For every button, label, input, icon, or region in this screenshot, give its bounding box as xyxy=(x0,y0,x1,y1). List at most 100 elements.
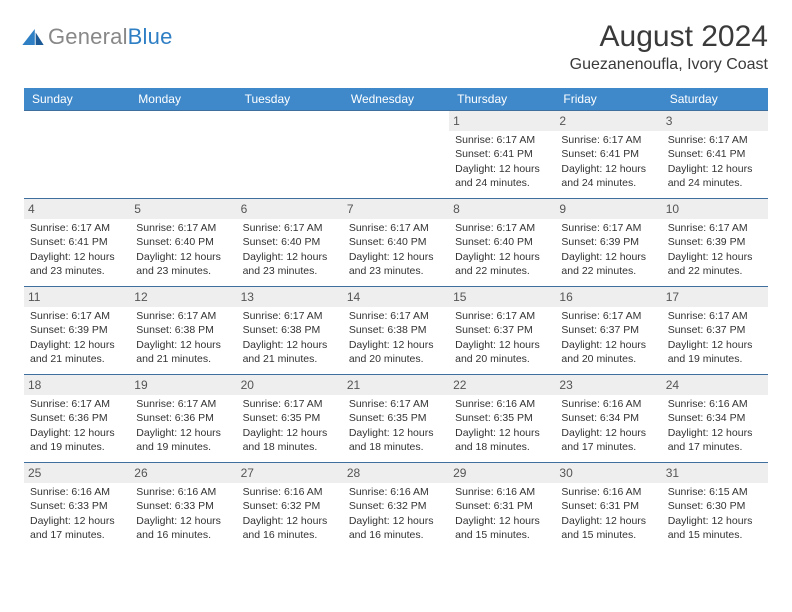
detail-line: Daylight: 12 hours xyxy=(243,426,337,440)
day-details: Sunrise: 6:17 AMSunset: 6:36 PMDaylight:… xyxy=(134,397,232,454)
day-details: Sunrise: 6:17 AMSunset: 6:35 PMDaylight:… xyxy=(241,397,339,454)
calendar-cell: 2Sunrise: 6:17 AMSunset: 6:41 PMDaylight… xyxy=(555,111,661,199)
detail-line: and 21 minutes. xyxy=(136,352,230,366)
calendar-cell: 28Sunrise: 6:16 AMSunset: 6:32 PMDayligh… xyxy=(343,463,449,555)
day-header: Tuesday xyxy=(237,88,343,111)
calendar-cell: 25Sunrise: 6:16 AMSunset: 6:33 PMDayligh… xyxy=(24,463,130,555)
detail-line: and 18 minutes. xyxy=(349,440,443,454)
calendar-row: 18Sunrise: 6:17 AMSunset: 6:36 PMDayligh… xyxy=(24,375,768,463)
title-block: August 2024 Guezanenoufla, Ivory Coast xyxy=(570,20,768,74)
day-details: Sunrise: 6:17 AMSunset: 6:37 PMDaylight:… xyxy=(559,309,657,366)
calendar-row: 11Sunrise: 6:17 AMSunset: 6:39 PMDayligh… xyxy=(24,287,768,375)
detail-line: Sunset: 6:39 PM xyxy=(668,235,762,249)
day-details: Sunrise: 6:17 AMSunset: 6:38 PMDaylight:… xyxy=(241,309,339,366)
detail-line: Daylight: 12 hours xyxy=(668,514,762,528)
day-number: 7 xyxy=(343,199,449,219)
detail-line: Sunset: 6:37 PM xyxy=(668,323,762,337)
detail-line: and 21 minutes. xyxy=(30,352,124,366)
calendar-table: Sunday Monday Tuesday Wednesday Thursday… xyxy=(24,88,768,555)
day-details: Sunrise: 6:17 AMSunset: 6:38 PMDaylight:… xyxy=(347,309,445,366)
detail-line: Sunset: 6:40 PM xyxy=(136,235,230,249)
detail-line: Sunset: 6:39 PM xyxy=(30,323,124,337)
detail-line: Sunrise: 6:17 AM xyxy=(668,133,762,147)
day-details: Sunrise: 6:16 AMSunset: 6:35 PMDaylight:… xyxy=(453,397,551,454)
calendar-cell: 12Sunrise: 6:17 AMSunset: 6:38 PMDayligh… xyxy=(130,287,236,375)
calendar-cell: 30Sunrise: 6:16 AMSunset: 6:31 PMDayligh… xyxy=(555,463,661,555)
detail-line: Daylight: 12 hours xyxy=(668,250,762,264)
calendar-cell: 10Sunrise: 6:17 AMSunset: 6:39 PMDayligh… xyxy=(662,199,768,287)
day-number xyxy=(343,111,449,131)
detail-line: and 24 minutes. xyxy=(561,176,655,190)
calendar-cell: 31Sunrise: 6:15 AMSunset: 6:30 PMDayligh… xyxy=(662,463,768,555)
detail-line: Daylight: 12 hours xyxy=(349,250,443,264)
detail-line: Daylight: 12 hours xyxy=(455,162,549,176)
detail-line: Sunset: 6:40 PM xyxy=(243,235,337,249)
detail-line: Daylight: 12 hours xyxy=(668,162,762,176)
day-number xyxy=(237,111,343,131)
detail-line: Sunrise: 6:16 AM xyxy=(668,397,762,411)
detail-line: Daylight: 12 hours xyxy=(561,338,655,352)
detail-line: Daylight: 12 hours xyxy=(668,426,762,440)
detail-line: Sunset: 6:38 PM xyxy=(136,323,230,337)
detail-line: Sunrise: 6:17 AM xyxy=(243,397,337,411)
day-number: 10 xyxy=(662,199,768,219)
detail-line: and 23 minutes. xyxy=(349,264,443,278)
day-details: Sunrise: 6:16 AMSunset: 6:33 PMDaylight:… xyxy=(28,485,126,542)
detail-line: Sunset: 6:37 PM xyxy=(455,323,549,337)
detail-line: Daylight: 12 hours xyxy=(30,514,124,528)
day-details: Sunrise: 6:17 AMSunset: 6:37 PMDaylight:… xyxy=(666,309,764,366)
detail-line: Sunset: 6:31 PM xyxy=(561,499,655,513)
detail-line: Sunrise: 6:17 AM xyxy=(243,309,337,323)
detail-line: Sunset: 6:41 PM xyxy=(455,147,549,161)
detail-line: Sunset: 6:38 PM xyxy=(349,323,443,337)
detail-line: Sunrise: 6:17 AM xyxy=(561,309,655,323)
detail-line: Sunrise: 6:17 AM xyxy=(561,221,655,235)
day-header: Saturday xyxy=(662,88,768,111)
day-number: 26 xyxy=(130,463,236,483)
detail-line: Daylight: 12 hours xyxy=(30,426,124,440)
calendar-cell: 26Sunrise: 6:16 AMSunset: 6:33 PMDayligh… xyxy=(130,463,236,555)
day-header: Wednesday xyxy=(343,88,449,111)
calendar-cell: 18Sunrise: 6:17 AMSunset: 6:36 PMDayligh… xyxy=(24,375,130,463)
detail-line: Sunset: 6:41 PM xyxy=(668,147,762,161)
detail-line: and 21 minutes. xyxy=(243,352,337,366)
detail-line: and 24 minutes. xyxy=(668,176,762,190)
calendar-row: 4Sunrise: 6:17 AMSunset: 6:41 PMDaylight… xyxy=(24,199,768,287)
detail-line: Sunrise: 6:17 AM xyxy=(136,221,230,235)
calendar-cell: 17Sunrise: 6:17 AMSunset: 6:37 PMDayligh… xyxy=(662,287,768,375)
detail-line: and 23 minutes. xyxy=(30,264,124,278)
detail-line: Sunset: 6:36 PM xyxy=(30,411,124,425)
detail-line: Sunrise: 6:17 AM xyxy=(30,221,124,235)
detail-line: Daylight: 12 hours xyxy=(30,250,124,264)
day-number: 12 xyxy=(130,287,236,307)
detail-line: Sunrise: 6:17 AM xyxy=(455,221,549,235)
detail-line: Sunrise: 6:17 AM xyxy=(136,397,230,411)
day-number xyxy=(130,111,236,131)
day-details: Sunrise: 6:17 AMSunset: 6:41 PMDaylight:… xyxy=(559,133,657,190)
detail-line: Daylight: 12 hours xyxy=(455,514,549,528)
day-number: 20 xyxy=(237,375,343,395)
day-number: 13 xyxy=(237,287,343,307)
detail-line: Daylight: 12 hours xyxy=(561,514,655,528)
detail-line: Sunrise: 6:17 AM xyxy=(455,309,549,323)
detail-line: and 16 minutes. xyxy=(243,528,337,542)
day-details: Sunrise: 6:17 AMSunset: 6:41 PMDaylight:… xyxy=(666,133,764,190)
day-details: Sunrise: 6:15 AMSunset: 6:30 PMDaylight:… xyxy=(666,485,764,542)
day-number: 25 xyxy=(24,463,130,483)
day-number xyxy=(24,111,130,131)
detail-line: and 16 minutes. xyxy=(349,528,443,542)
day-details: Sunrise: 6:17 AMSunset: 6:41 PMDaylight:… xyxy=(28,221,126,278)
detail-line: Daylight: 12 hours xyxy=(136,250,230,264)
calendar-cell xyxy=(237,111,343,199)
day-number: 28 xyxy=(343,463,449,483)
detail-line: and 15 minutes. xyxy=(455,528,549,542)
calendar-cell xyxy=(24,111,130,199)
detail-line: Daylight: 12 hours xyxy=(561,426,655,440)
detail-line: Sunset: 6:38 PM xyxy=(243,323,337,337)
detail-line: Sunrise: 6:17 AM xyxy=(668,309,762,323)
detail-line: Sunset: 6:31 PM xyxy=(455,499,549,513)
detail-line: and 17 minutes. xyxy=(30,528,124,542)
detail-line: Sunrise: 6:16 AM xyxy=(136,485,230,499)
detail-line: and 15 minutes. xyxy=(561,528,655,542)
calendar-cell: 24Sunrise: 6:16 AMSunset: 6:34 PMDayligh… xyxy=(662,375,768,463)
